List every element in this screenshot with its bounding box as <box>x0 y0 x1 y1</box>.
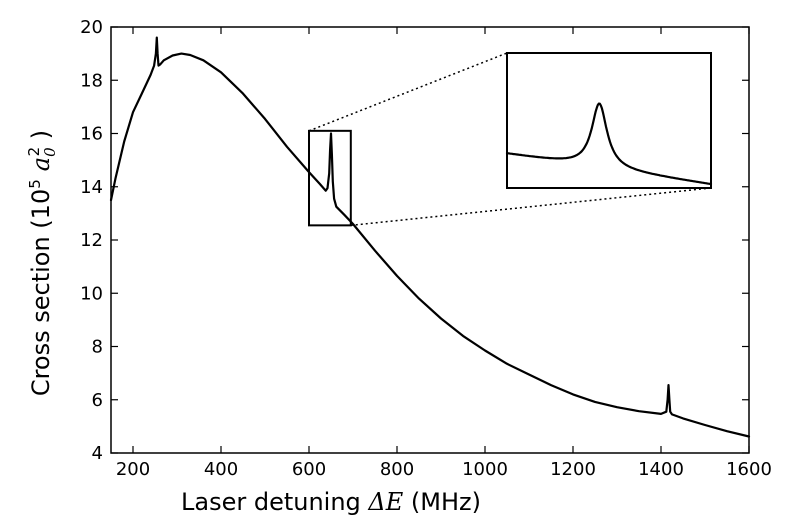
x-axis-label: Laser detuning ΔE (MHz) <box>181 488 481 516</box>
inset-frame <box>506 52 712 189</box>
x-tick-label: 600 <box>292 459 326 480</box>
y-tick-label: 20 <box>80 17 103 38</box>
x-tick-label: 1400 <box>638 459 684 480</box>
y-axis-label: Cross section (105a02 ) <box>25 130 59 396</box>
zoom-connector-bottom <box>350 187 712 227</box>
y-tick-label: 18 <box>80 70 103 91</box>
cross-section-curve <box>109 36 751 438</box>
zoom-connector-top <box>308 52 508 132</box>
y-axis-ticks: 4 6 8 10 12 14 16 18 20 <box>80 17 749 464</box>
y-tick-label: 8 <box>92 337 103 358</box>
x-tick-label: 1200 <box>550 459 596 480</box>
y-tick-label: 4 <box>92 443 103 464</box>
inset-background <box>507 53 711 188</box>
plot-frame <box>110 26 750 454</box>
x-tick-label: 400 <box>204 459 238 480</box>
x-tick-label: 800 <box>380 459 414 480</box>
x-tick-label: 200 <box>116 459 150 480</box>
inset-curve <box>505 102 713 186</box>
y-tick-label: 10 <box>80 283 103 304</box>
x-axis-ticks: 200 400 600 800 1000 1200 1400 1600 <box>116 27 772 480</box>
x-tick-label: 1000 <box>462 459 508 480</box>
y-tick-label: 12 <box>80 230 103 251</box>
y-tick-label: 16 <box>80 124 103 145</box>
y-tick-label: 14 <box>80 177 103 198</box>
y-tick-label: 6 <box>92 390 103 411</box>
zoom-region-box <box>308 129 352 227</box>
x-tick-label: 1600 <box>726 459 772 480</box>
